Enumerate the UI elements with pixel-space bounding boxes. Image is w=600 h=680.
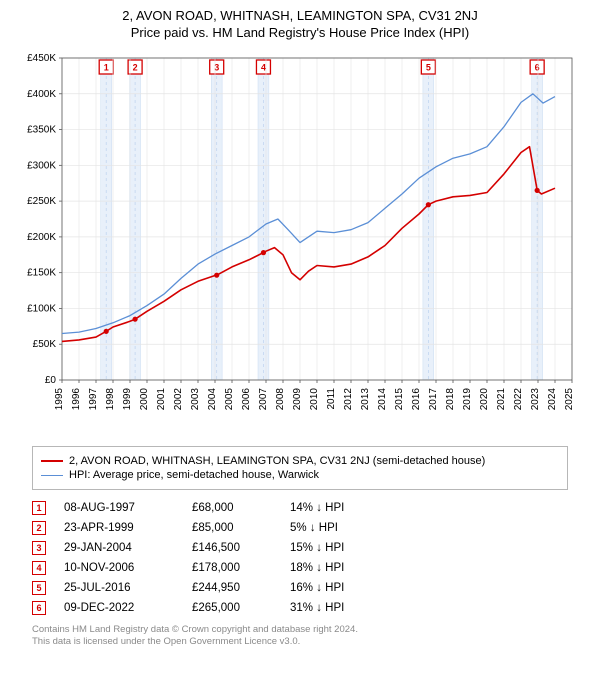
transaction-marker: 1 (32, 501, 46, 515)
svg-text:2017: 2017 (428, 388, 439, 411)
svg-text:2020: 2020 (479, 388, 490, 411)
transaction-row: 1 08-AUG-1997 £68,000 14% ↓ HPI (32, 498, 568, 518)
svg-text:2004: 2004 (207, 388, 218, 411)
transaction-marker: 2 (32, 521, 46, 535)
price-chart: 123456£0£50K£100K£150K£200K£250K£300K£35… (12, 46, 588, 436)
transaction-row: 4 10-NOV-2006 £178,000 18% ↓ HPI (32, 558, 568, 578)
footer: Contains HM Land Registry data © Crown c… (32, 624, 568, 649)
svg-text:2006: 2006 (241, 388, 252, 411)
transaction-row: 2 23-APR-1999 £85,000 5% ↓ HPI (32, 518, 568, 538)
svg-text:1999: 1999 (122, 388, 133, 411)
transaction-date: 09-DEC-2022 (64, 602, 174, 614)
chart-area: 123456£0£50K£100K£150K£200K£250K£300K£35… (12, 46, 588, 436)
transaction-row: 6 09-DEC-2022 £265,000 31% ↓ HPI (32, 598, 568, 618)
svg-text:5: 5 (426, 63, 431, 73)
svg-text:2023: 2023 (530, 388, 541, 411)
svg-text:2002: 2002 (173, 388, 184, 411)
transaction-row: 5 25-JUL-2016 £244,950 16% ↓ HPI (32, 578, 568, 598)
svg-text:£250K: £250K (27, 196, 56, 207)
transaction-marker: 6 (32, 601, 46, 615)
legend-swatch (41, 460, 63, 462)
svg-text:£400K: £400K (27, 89, 56, 100)
legend-label: 2, AVON ROAD, WHITNASH, LEAMINGTON SPA, … (69, 455, 485, 467)
transaction-marker: 3 (32, 541, 46, 555)
transaction-diff: 15% ↓ HPI (290, 542, 380, 554)
legend-row: 2, AVON ROAD, WHITNASH, LEAMINGTON SPA, … (41, 455, 559, 467)
transactions-table: 1 08-AUG-1997 £68,000 14% ↓ HPI 2 23-APR-1999… (32, 498, 568, 618)
transaction-diff: 31% ↓ HPI (290, 602, 380, 614)
svg-text:2024: 2024 (547, 388, 558, 411)
svg-text:2: 2 (133, 63, 138, 73)
svg-text:2018: 2018 (445, 388, 456, 411)
svg-text:£200K: £200K (27, 232, 56, 243)
svg-text:2016: 2016 (411, 388, 422, 411)
page: 2, AVON ROAD, WHITNASH, LEAMINGTON SPA, … (0, 0, 600, 657)
footer-line2: This data is licensed under the Open Gov… (32, 636, 568, 648)
transaction-price: £68,000 (192, 502, 272, 514)
svg-text:1995: 1995 (54, 388, 65, 411)
transaction-price: £244,950 (192, 582, 272, 594)
svg-text:2010: 2010 (309, 388, 320, 411)
transaction-row: 3 29-JAN-2004 £146,500 15% ↓ HPI (32, 538, 568, 558)
transaction-diff: 5% ↓ HPI (290, 522, 380, 534)
transaction-marker: 5 (32, 581, 46, 595)
svg-text:2001: 2001 (156, 388, 167, 411)
title-subtitle: Price paid vs. HM Land Registry's House … (12, 25, 588, 40)
svg-text:2009: 2009 (292, 388, 303, 411)
svg-text:2014: 2014 (377, 388, 388, 411)
svg-text:1997: 1997 (88, 388, 99, 411)
svg-text:£0: £0 (45, 375, 57, 386)
title-address: 2, AVON ROAD, WHITNASH, LEAMINGTON SPA, … (12, 8, 588, 23)
svg-text:£300K: £300K (27, 160, 56, 171)
legend-label: HPI: Average price, semi-detached house,… (69, 469, 319, 481)
transaction-diff: 14% ↓ HPI (290, 502, 380, 514)
transaction-date: 10-NOV-2006 (64, 562, 174, 574)
svg-text:2005: 2005 (224, 388, 235, 411)
svg-text:£450K: £450K (27, 53, 56, 64)
svg-text:2025: 2025 (564, 388, 575, 411)
transaction-price: £146,500 (192, 542, 272, 554)
svg-text:2008: 2008 (275, 388, 286, 411)
legend-row: HPI: Average price, semi-detached house,… (41, 469, 559, 481)
svg-text:2003: 2003 (190, 388, 201, 411)
transaction-diff: 16% ↓ HPI (290, 582, 380, 594)
svg-text:1: 1 (104, 63, 109, 73)
svg-text:2019: 2019 (462, 388, 473, 411)
svg-text:£50K: £50K (33, 339, 57, 350)
svg-text:6: 6 (535, 63, 540, 73)
svg-text:£150K: £150K (27, 268, 56, 279)
transaction-price: £265,000 (192, 602, 272, 614)
transaction-date: 25-JUL-2016 (64, 582, 174, 594)
transaction-date: 29-JAN-2004 (64, 542, 174, 554)
svg-text:4: 4 (261, 63, 266, 73)
transaction-price: £85,000 (192, 522, 272, 534)
legend-swatch (41, 475, 63, 476)
svg-text:2011: 2011 (326, 388, 337, 410)
svg-text:2000: 2000 (139, 388, 150, 411)
footer-line1: Contains HM Land Registry data © Crown c… (32, 624, 568, 636)
svg-text:2013: 2013 (360, 388, 371, 411)
svg-text:1996: 1996 (71, 388, 82, 411)
svg-text:£350K: £350K (27, 125, 56, 136)
transaction-marker: 4 (32, 561, 46, 575)
legend: 2, AVON ROAD, WHITNASH, LEAMINGTON SPA, … (32, 446, 568, 490)
svg-text:2015: 2015 (394, 388, 405, 411)
transaction-price: £178,000 (192, 562, 272, 574)
svg-text:2012: 2012 (343, 388, 354, 411)
svg-text:£100K: £100K (27, 303, 56, 314)
svg-text:2021: 2021 (496, 388, 507, 411)
svg-text:2007: 2007 (258, 388, 269, 411)
svg-text:2022: 2022 (513, 388, 524, 411)
transaction-date: 08-AUG-1997 (64, 502, 174, 514)
svg-text:1998: 1998 (105, 388, 116, 411)
transaction-date: 23-APR-1999 (64, 522, 174, 534)
transaction-diff: 18% ↓ HPI (290, 562, 380, 574)
